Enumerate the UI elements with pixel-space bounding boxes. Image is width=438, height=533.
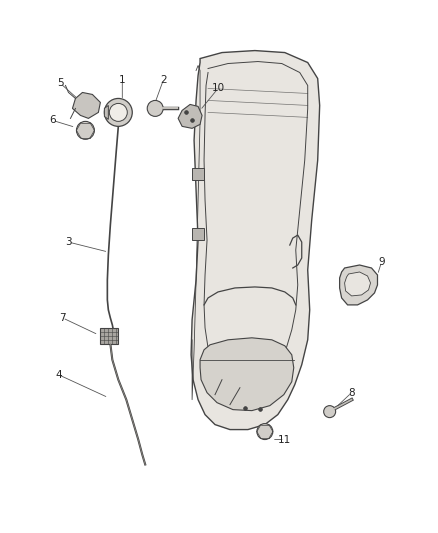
Text: 10: 10 (212, 84, 225, 93)
Circle shape (110, 103, 127, 122)
Text: 8: 8 (348, 387, 355, 398)
Polygon shape (345, 272, 371, 296)
Circle shape (147, 100, 163, 116)
Polygon shape (104, 106, 108, 119)
Text: 7: 7 (59, 313, 66, 323)
Polygon shape (178, 104, 202, 128)
Polygon shape (191, 51, 320, 430)
Text: 4: 4 (55, 370, 62, 379)
Text: 11: 11 (278, 434, 291, 445)
Polygon shape (72, 92, 100, 118)
Circle shape (77, 122, 95, 139)
Circle shape (257, 424, 273, 440)
Text: 1: 1 (119, 76, 126, 85)
Polygon shape (192, 168, 204, 180)
Text: 3: 3 (65, 237, 72, 247)
Text: 6: 6 (49, 115, 56, 125)
Polygon shape (339, 265, 378, 305)
Text: 9: 9 (378, 257, 385, 267)
Polygon shape (192, 228, 204, 240)
Polygon shape (200, 338, 294, 410)
Text: 5: 5 (57, 78, 64, 88)
Polygon shape (100, 328, 118, 344)
Text: 2: 2 (160, 76, 166, 85)
Circle shape (324, 406, 336, 417)
Circle shape (104, 99, 132, 126)
